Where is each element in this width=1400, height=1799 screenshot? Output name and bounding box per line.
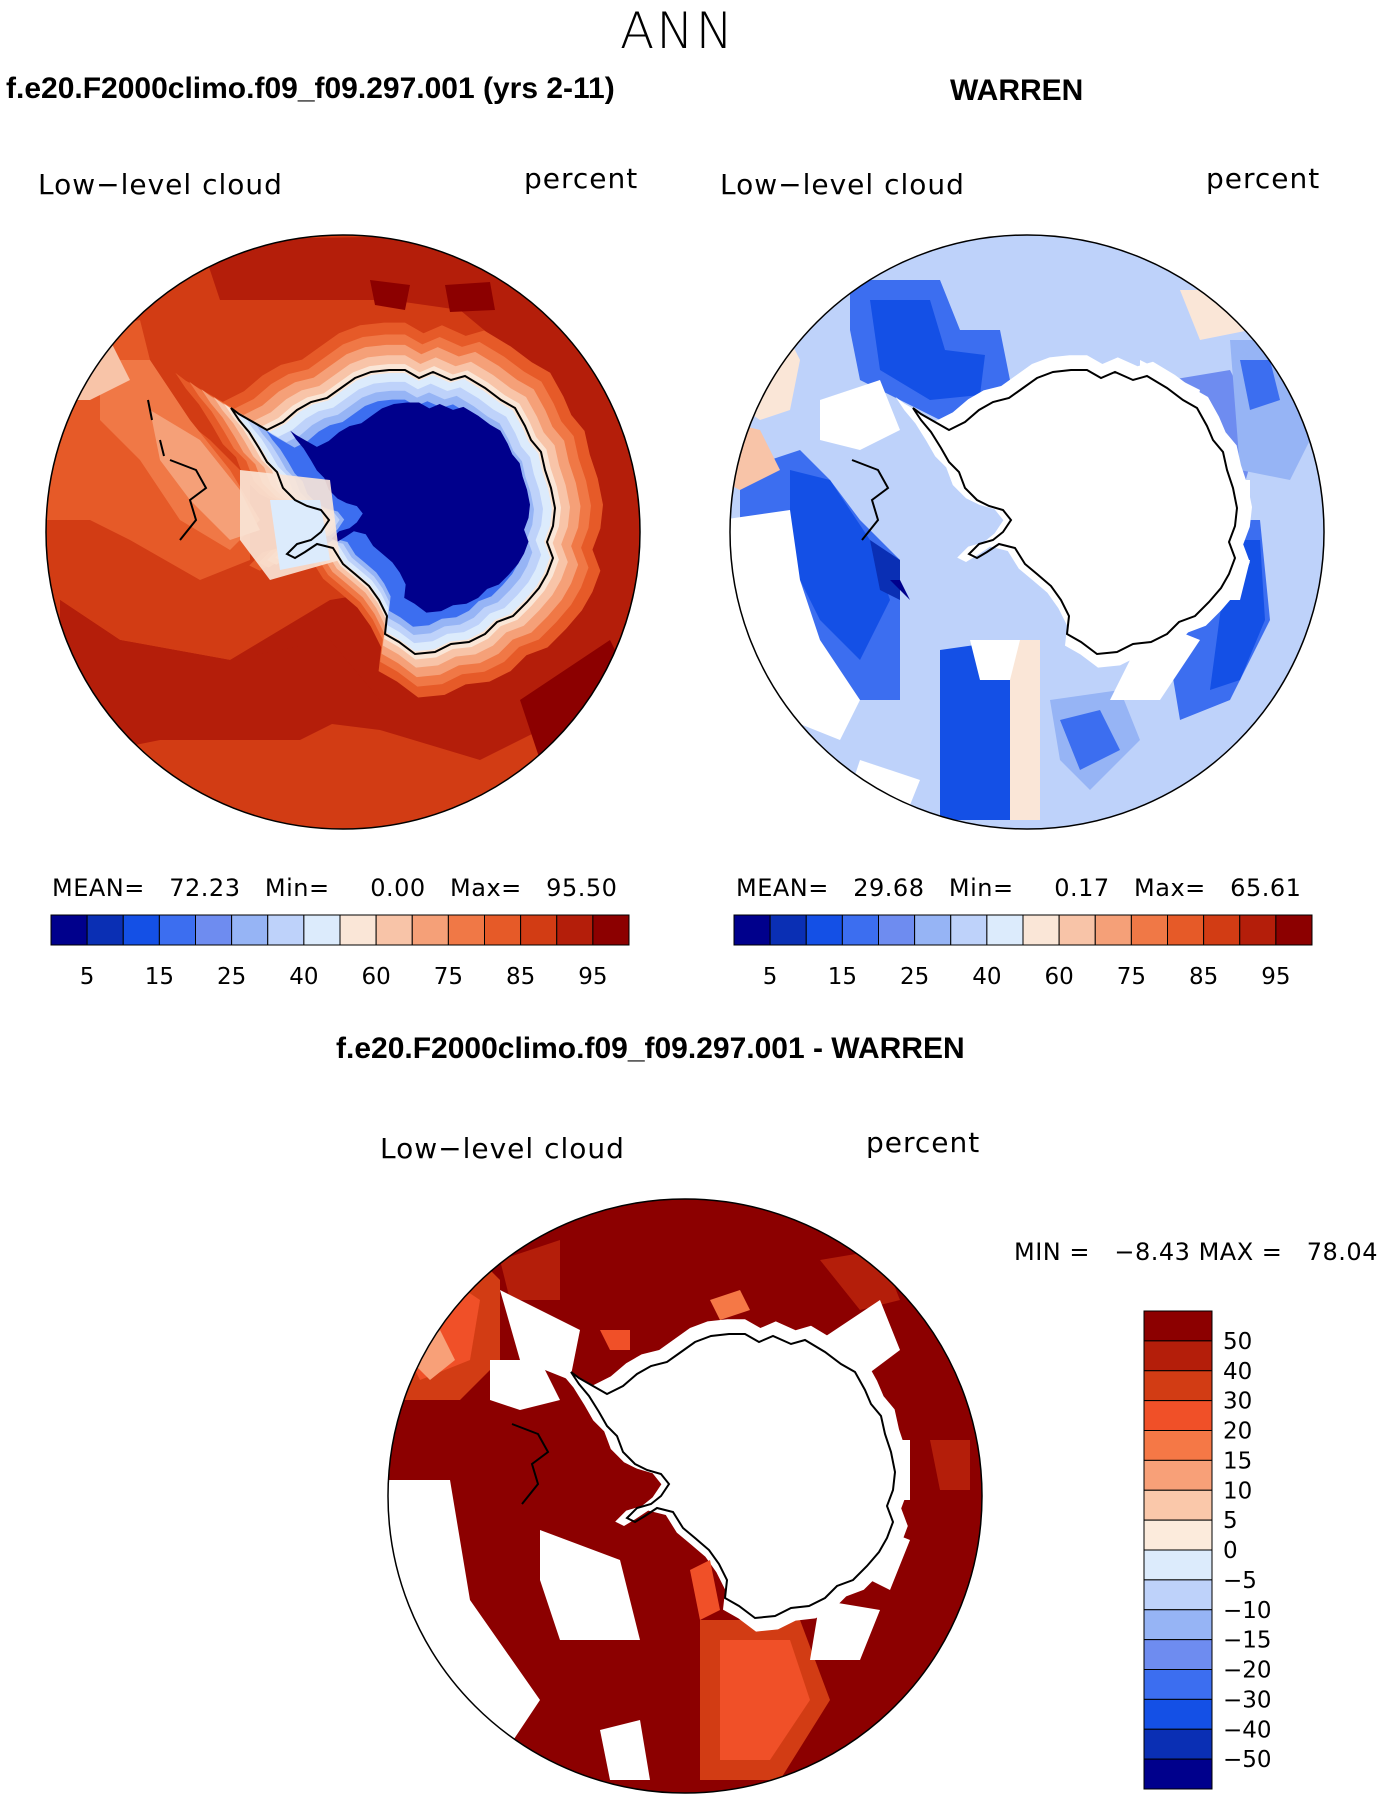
model-colorbar-swatch — [592, 914, 630, 946]
diff-colorbar-swatch — [1143, 1430, 1213, 1461]
obs-colorbar-swatch — [914, 914, 952, 946]
obs-colorbar-swatch — [986, 914, 1024, 946]
model-colorbar-swatch — [484, 914, 522, 946]
diff-colorbar-tick-label: 20 — [1223, 1419, 1252, 1445]
obs-colorbar: 5 15 25 40 60 75 85 95 — [733, 914, 1313, 990]
model-colorbar-swatch — [231, 914, 269, 946]
diff-colorbar-swatch — [1143, 1400, 1213, 1431]
diff-colorbar-tick-label: −15 — [1223, 1628, 1272, 1654]
diff-colorbar-swatch — [1143, 1579, 1213, 1611]
model-colorbar-swatch — [122, 914, 160, 946]
obs-colorbar-swatch — [805, 914, 843, 946]
model-colorbar-tick-label: 5 — [80, 964, 95, 990]
diff-colorbar-swatch — [1143, 1728, 1213, 1760]
model-colorbar-swatch — [303, 914, 341, 946]
diff-colorbar-tick-label: 5 — [1223, 1508, 1238, 1534]
obs-colorbar-swatch — [769, 914, 807, 946]
diff-colorbar-tick-label: 50 — [1223, 1329, 1252, 1355]
obs-colorbar-swatch — [1167, 914, 1205, 946]
diff-colorbar-swatch — [1143, 1370, 1213, 1402]
obs-colorbar-swatch — [1022, 914, 1060, 946]
diff-variable-label: Low−level cloud — [380, 1132, 625, 1165]
model-colorbar-swatch — [267, 914, 305, 946]
diff-colorbar-swatch — [1143, 1698, 1213, 1730]
obs-colorbar-swatch — [950, 914, 988, 946]
model-units-label: percent — [524, 162, 639, 195]
obs-units-label: percent — [1206, 162, 1321, 195]
diff-units-label: percent — [866, 1126, 981, 1159]
diff-colorbar-swatch — [1143, 1310, 1213, 1342]
diff-colorbar-swatch — [1143, 1669, 1213, 1700]
obs-colorbar-tick-label: 75 — [1117, 964, 1146, 990]
obs-variable-label: Low−level cloud — [720, 168, 965, 201]
diff-colorbar-swatch — [1143, 1639, 1213, 1670]
obs-colorbar-swatch — [1239, 914, 1277, 946]
diff-colorbar-swatch — [1143, 1519, 1213, 1551]
model-colorbar-swatch — [411, 914, 449, 946]
model-colorbar-swatch — [556, 914, 594, 946]
obs-colorbar-swatch — [1275, 914, 1313, 946]
diff-colorbar-swatch — [1143, 1609, 1213, 1641]
model-stats: MEAN= 72.23 Min= 0.00 Max= 95.50 — [52, 874, 618, 902]
diff-colorbar-tick-label: 0 — [1223, 1538, 1238, 1564]
model-colorbar-tick-label: 85 — [506, 964, 535, 990]
model-colorbar: 5 15 25 40 60 75 85 95 — [50, 914, 630, 990]
diff-colorbar-tick-label: 10 — [1223, 1478, 1252, 1504]
model-colorbar-tick-label: 95 — [578, 964, 607, 990]
diff-colorbar-swatch — [1143, 1549, 1213, 1581]
obs-colorbar-tick-label: 5 — [763, 964, 778, 990]
diff-colorbar-tick-label: −30 — [1223, 1687, 1272, 1713]
diff-case-title: f.e20.F2000climo.f09_f09.297.001 - WARRE… — [336, 1032, 965, 1065]
diff-colorbar-swatch — [1143, 1489, 1213, 1521]
model-colorbar-tick-label: 60 — [361, 964, 390, 990]
obs-colorbar-swatch — [1058, 914, 1096, 946]
obs-colorbar-swatch — [1130, 914, 1168, 946]
diff-colorbar-tick-label: −5 — [1223, 1568, 1257, 1594]
diff-colorbar-tick-label: −50 — [1223, 1747, 1272, 1773]
obs-colorbar-swatch — [878, 914, 916, 946]
obs-colorbar-tick-label: 95 — [1261, 964, 1290, 990]
obs-colorbar-swatch — [1094, 914, 1132, 946]
obs-colorbar-tick-label: 25 — [900, 964, 929, 990]
model-colorbar-tick-label: 25 — [217, 964, 246, 990]
model-colorbar-tick-label: 40 — [289, 964, 318, 990]
diff-stats: MIN = −8.43 MAX = 78.04 — [1014, 1238, 1378, 1266]
diff-colorbar-swatch — [1143, 1459, 1213, 1491]
diff-colorbar-tick-label: 40 — [1223, 1359, 1252, 1385]
model-colorbar-swatch — [520, 914, 558, 946]
model-colorbar-swatch — [339, 914, 377, 946]
model-case-title: f.e20.F2000climo.f09_f09.297.001 (yrs 2-… — [6, 72, 615, 105]
diff-colorbar-tick-label: −40 — [1223, 1717, 1272, 1743]
obs-colorbar-tick-label: 40 — [972, 964, 1001, 990]
model-variable-label: Low−level cloud — [38, 168, 283, 201]
model-colorbar-tick-label: 15 — [145, 964, 174, 990]
diff-colorbar-tick-label: 15 — [1223, 1448, 1252, 1474]
model-colorbar-swatch — [86, 914, 124, 946]
obs-colorbar-tick-label: 85 — [1189, 964, 1218, 990]
model-colorbar-tick-label: 75 — [434, 964, 463, 990]
diff-colorbar-tick-label: 30 — [1223, 1389, 1252, 1415]
diff-colorbar-tick-label: −10 — [1223, 1598, 1272, 1624]
model-colorbar-swatch — [195, 914, 233, 946]
obs-colorbar-swatch — [1203, 914, 1241, 946]
obs-colorbar-swatch — [841, 914, 879, 946]
season-title: ANN — [620, 2, 736, 60]
diff-colorbar-swatch — [1143, 1340, 1213, 1372]
obs-stats: MEAN= 29.68 Min= 0.17 Max= 65.61 — [736, 874, 1302, 902]
model-colorbar-swatch — [50, 914, 88, 946]
diff-colorbar-swatch — [1143, 1758, 1213, 1790]
obs-colorbar-swatch — [733, 914, 771, 946]
model-colorbar-swatch — [158, 914, 196, 946]
obs-case-title: WARREN — [950, 74, 1084, 107]
obs-colorbar-tick-label: 15 — [828, 964, 857, 990]
obs-colorbar-tick-label: 60 — [1044, 964, 1073, 990]
diff-colorbar-tick-label: −20 — [1223, 1658, 1272, 1684]
model-colorbar-swatch — [447, 914, 485, 946]
model-colorbar-swatch — [375, 914, 413, 946]
